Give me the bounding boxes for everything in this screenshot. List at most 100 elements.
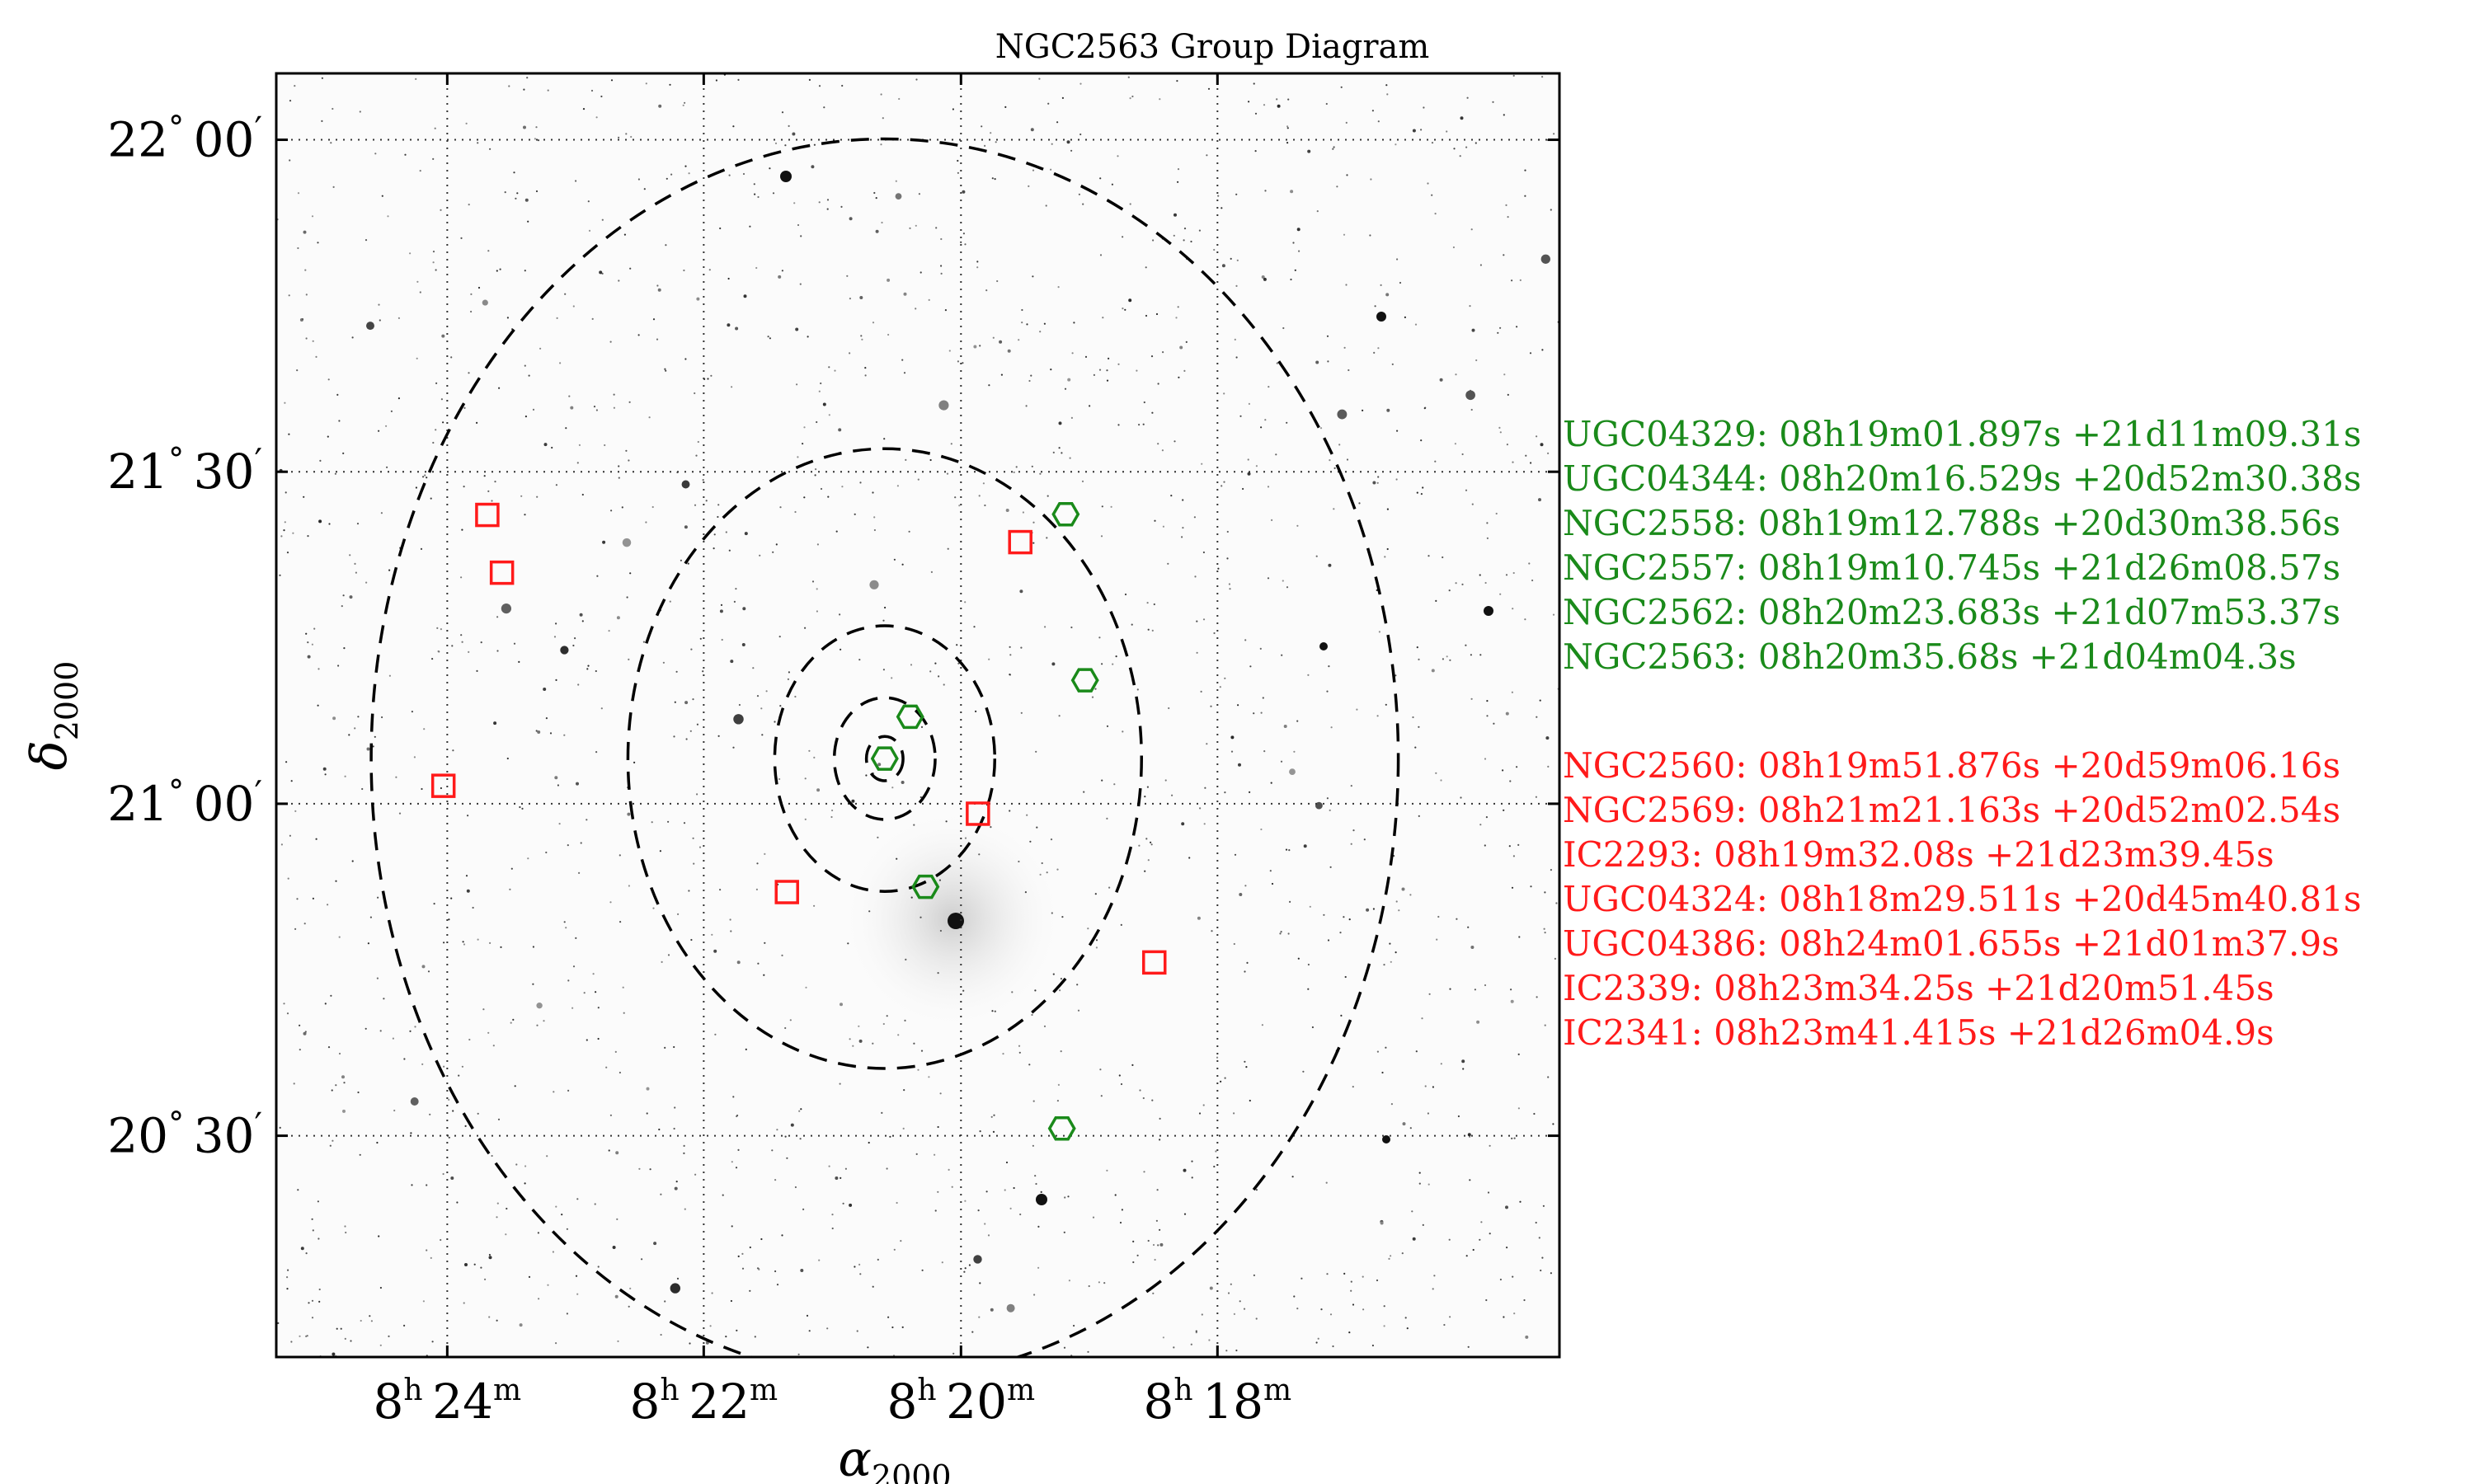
star [735,1167,738,1169]
star [476,669,478,673]
legend-group-red: NGC2560: 08h19m51.876s +20d59m06.16s NGC2… [1563,744,2361,1055]
star [312,1229,314,1232]
star [727,277,730,280]
star [910,664,913,666]
star [1210,705,1212,707]
star [1345,121,1348,124]
star [774,142,778,144]
star [683,1144,685,1147]
star [1476,1020,1480,1024]
star [1469,305,1471,308]
star [343,1082,346,1084]
star [296,369,299,372]
star [575,180,577,182]
star [1225,1350,1228,1352]
star [816,788,821,792]
star [664,1046,666,1049]
star [1362,409,1364,411]
star [556,317,558,319]
star [1371,1344,1374,1347]
star [929,670,932,673]
star [1162,525,1164,528]
star [725,1336,727,1338]
star [287,877,289,880]
star [1224,1077,1226,1079]
star [743,294,747,298]
star [964,837,967,839]
star [895,180,897,182]
star [694,1173,697,1176]
star [675,1181,678,1183]
star [612,1246,616,1249]
star [441,334,445,338]
star [290,1341,293,1343]
star [993,1114,995,1116]
star [957,171,959,174]
star [887,278,891,282]
star [1533,1112,1536,1115]
star [506,1207,508,1210]
star [590,89,594,92]
star [761,734,764,736]
star [593,406,596,408]
star [577,683,580,686]
radius-circle [773,624,997,893]
star [781,270,784,272]
star [1396,430,1399,432]
star [1028,1064,1031,1066]
star [595,116,598,119]
star [293,1082,295,1085]
star [656,338,659,340]
star [1554,957,1556,960]
star [789,1019,792,1021]
star [1512,855,1515,857]
star [1398,909,1400,912]
star [1479,1238,1481,1241]
star [648,416,651,419]
star [918,193,920,195]
star [297,192,300,195]
star [1127,76,1130,78]
star [941,1261,943,1264]
star [1420,439,1423,442]
star [1285,848,1288,851]
star [386,466,388,468]
star [487,1031,490,1034]
star [554,776,558,780]
star [1260,828,1263,831]
plot-frame [275,72,1561,1359]
star [633,761,636,764]
star [928,298,930,301]
star [774,1270,777,1273]
star [388,569,391,571]
star [951,1186,953,1188]
star [378,303,380,306]
star [1275,453,1277,456]
star [1470,697,1473,700]
star [1244,970,1246,973]
star [572,305,575,308]
star [978,1316,981,1318]
star [957,159,959,162]
star [1263,750,1266,753]
star [388,674,391,677]
star [1183,369,1186,372]
sky-image-stars [276,73,1559,1357]
star [1063,1231,1065,1233]
star [1293,750,1296,753]
star [595,751,598,754]
star [1009,646,1011,648]
star [1506,444,1508,446]
star [684,1208,686,1210]
star [1487,1191,1490,1194]
star [1422,486,1424,489]
marker-hexagon [1047,1115,1076,1141]
star [558,823,561,825]
star [757,962,760,965]
star [990,1115,993,1118]
star [1079,133,1082,136]
star [1296,1308,1299,1310]
star [621,506,623,509]
star [1489,1233,1491,1235]
star [757,195,760,199]
